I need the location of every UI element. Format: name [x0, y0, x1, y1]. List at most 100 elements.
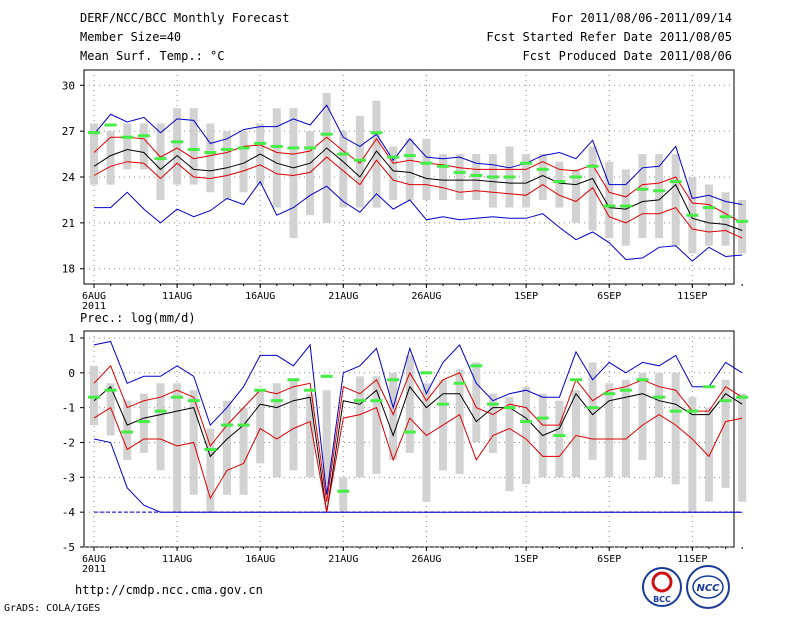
climatology-marker: [254, 141, 267, 145]
ensemble-box: [671, 372, 680, 485]
climatology-marker: [520, 420, 533, 424]
climatology-marker: [154, 409, 167, 413]
ensemble-box: [522, 386, 531, 485]
ensemble-box: [106, 383, 115, 436]
ensemble-box: [472, 154, 481, 200]
climatology-marker: [137, 420, 150, 424]
ensemble-box: [306, 393, 315, 478]
extreme-line: [93, 340, 743, 495]
climatology-marker: [403, 154, 416, 158]
climatology-marker: [586, 164, 599, 168]
ensemble-box: [455, 154, 464, 200]
y-tick-label: 18: [62, 263, 75, 276]
climatology-marker: [453, 381, 466, 385]
ensemble-box: [704, 184, 713, 246]
climatology-marker: [719, 399, 732, 403]
ensemble-box: [389, 146, 398, 200]
ensemble-box: [90, 365, 98, 426]
climatology-marker: [104, 388, 117, 392]
climatology-marker: [187, 147, 200, 151]
ensemble-box: [355, 115, 364, 208]
ensemble-box: [372, 100, 381, 208]
climatology-marker: [237, 146, 250, 150]
climatology-marker: [437, 402, 450, 406]
ensemble-box: [339, 477, 348, 513]
climatology-marker: [370, 399, 383, 403]
climatology-marker: [569, 175, 582, 179]
ensemble-box: [655, 372, 664, 478]
ensemble-box: [405, 355, 414, 453]
ensemble-box: [256, 390, 265, 464]
ensemble-box: [222, 131, 231, 200]
climatology-marker: [304, 146, 317, 150]
climatology-marker: [503, 406, 516, 410]
x-tick-label: 21AUG: [328, 291, 358, 302]
climatology-marker: [287, 378, 300, 382]
climatology-marker: [702, 385, 715, 389]
ensemble-mean-line: [93, 147, 743, 231]
climatology-marker: [254, 388, 267, 392]
climatology-marker: [88, 131, 100, 135]
ensemble-box: [605, 161, 614, 239]
climatology-marker: [353, 158, 366, 162]
x-tick-label: 6AUG: [82, 291, 106, 302]
climatology-marker: [370, 131, 383, 135]
grads-credit: GrADS: COLA/IGES: [4, 603, 101, 614]
ensemble-box: [123, 400, 132, 460]
climatology-marker: [636, 378, 649, 382]
forecast-period: For 2011/08/06-2011/09/14: [551, 11, 732, 25]
ncc-logo-label: NCC: [696, 583, 720, 594]
member-size: Member Size=40: [80, 30, 182, 44]
climatology-marker: [204, 151, 217, 155]
ensemble-box: [339, 131, 348, 208]
ensemble-box: [488, 393, 497, 453]
ensemble-box: [605, 383, 614, 478]
x-tick-label: 26AUG: [411, 554, 441, 565]
climatology-marker: [736, 219, 749, 223]
climatology-marker: [536, 167, 549, 171]
bcc-logo-core: [651, 571, 673, 593]
ncc-logo-globe: [692, 575, 724, 599]
fcst-produced-date: Fcst Produced Date 2011/08/06: [522, 49, 732, 63]
climatology-marker: [669, 180, 682, 184]
ensemble-box: [156, 383, 165, 471]
ensemble-box: [638, 372, 647, 460]
ensemble-box: [738, 199, 747, 254]
climatology-marker: [337, 152, 350, 156]
climatology-marker: [486, 175, 499, 179]
x-tick-year-label: 2011: [82, 564, 106, 575]
x-tick-label: 16AUG: [245, 291, 275, 302]
climatology-marker: [536, 416, 549, 420]
ensemble-box: [322, 390, 331, 485]
ensemble-box: [206, 428, 215, 513]
climatology-marker: [304, 388, 317, 392]
ensemble-box: [156, 123, 165, 200]
y-tick-label: -1: [62, 402, 75, 415]
x-tick-label: 26AUG: [411, 291, 441, 302]
ncc-logo-ring: [686, 565, 730, 609]
ensemble-box: [488, 154, 497, 208]
ensemble-box: [422, 383, 431, 502]
climatology-marker: [619, 204, 632, 208]
extreme-line: [93, 438, 743, 513]
source-url[interactable]: http://cmdp.ncc.cma.gov.cn: [75, 583, 263, 597]
y-tick-label: -4: [62, 506, 76, 519]
ensemble-box: [621, 169, 630, 246]
ensemble-box: [139, 393, 148, 453]
x-tick-label: 6AUG: [82, 554, 106, 565]
chart-title: DERF/NCC/BCC Monthly Forecast: [80, 11, 290, 25]
ensemble-box: [272, 108, 281, 208]
precip-panel-title: Prec.: log(mm/d): [80, 311, 196, 325]
y-tick-label: -5: [62, 541, 75, 554]
climatology-marker: [653, 189, 666, 193]
ensemble-box: [206, 123, 215, 193]
climatology-marker: [420, 161, 433, 165]
ensemble-box: [106, 131, 115, 185]
ensemble-box: [704, 407, 713, 502]
bcc-logo-ring: [642, 567, 682, 607]
x-tick-label: 11SEP: [677, 554, 707, 565]
climatology-marker: [619, 388, 632, 392]
climatology-marker: [686, 409, 699, 413]
x-tick-label: 6SEP: [597, 291, 621, 302]
